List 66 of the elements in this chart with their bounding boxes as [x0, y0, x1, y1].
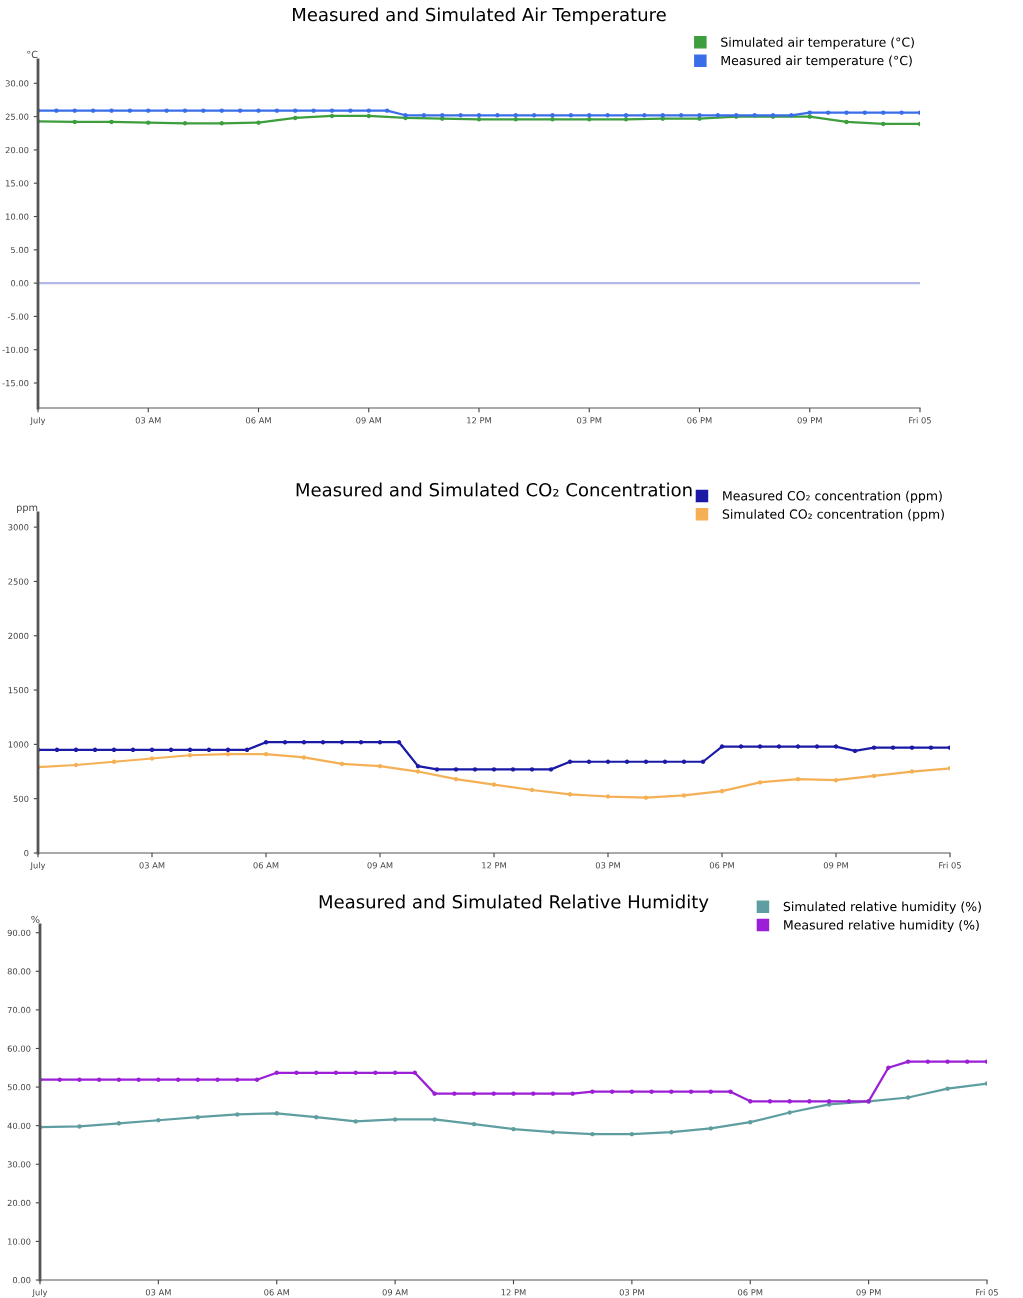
- x-tick-label: July: [32, 1289, 48, 1298]
- x-tick-label: 12 PM: [482, 862, 506, 869]
- legend-label: Simulated CO₂ concentration (ppm): [722, 509, 944, 522]
- x-tick-label: July: [30, 417, 46, 426]
- y-tick-label: 20.00: [7, 1199, 31, 1207]
- y-tick-label: 25.00: [5, 113, 29, 120]
- y-tick-label: 500: [13, 795, 29, 802]
- y-tick-label: 0.00: [12, 1276, 31, 1284]
- x-tick-label: 03 AM: [145, 1289, 171, 1296]
- chart-title: Measured and Simulated Relative Humidity: [319, 894, 709, 913]
- x-tick-label: 09 PM: [797, 417, 822, 424]
- x-tick-label: 03 AM: [135, 417, 161, 424]
- y-tick-label: 10.00: [6, 213, 29, 220]
- x-tick-label: 09 AM: [382, 1289, 408, 1296]
- y-axis-title: %: [31, 915, 40, 924]
- x-tick-label: 03 AM: [139, 862, 165, 869]
- y-tick-label: -15.00: [2, 380, 29, 387]
- y-tick-label: 30.00: [7, 1161, 31, 1168]
- legend-label: Measured relative humidity (%): [784, 919, 979, 933]
- x-tick-label: 09 AM: [356, 417, 382, 424]
- x-tick-label: 06 AM: [264, 1289, 290, 1296]
- y-tick-label: 40.00: [7, 1122, 31, 1129]
- y-tick-label: 2500: [8, 578, 29, 585]
- y-tick-label: 1500: [8, 687, 29, 694]
- y-axis-title: ppm: [17, 505, 38, 513]
- legend-label: Measured air temperature (°C): [721, 55, 912, 68]
- x-tick-label: 06 AM: [245, 417, 271, 424]
- y-tick-label: 50.00: [7, 1084, 31, 1091]
- x-tick-label: 12 PM: [501, 1289, 526, 1296]
- y-tick-label: 5.00: [11, 246, 29, 254]
- legend-label: Simulated air temperature (°C): [721, 37, 914, 50]
- chart-title: Measured and Simulated CO₂ Concentration: [296, 482, 692, 497]
- x-tick-label: 03 PM: [619, 1289, 644, 1296]
- x-tick-label: 09 AM: [367, 862, 393, 869]
- y-tick-label: 60.00: [7, 1045, 31, 1052]
- x-tick-label: 03 PM: [595, 862, 620, 869]
- y-tick-label: -5.00: [7, 313, 29, 320]
- x-tick-label: 09 PM: [856, 1289, 881, 1296]
- y-tick-label: 80.00: [7, 968, 31, 975]
- y-axis-title: °C: [27, 50, 38, 59]
- x-tick-label: 06 PM: [709, 862, 734, 869]
- x-tick-label: 06 AM: [253, 862, 279, 869]
- y-tick-label: 15.00: [6, 180, 29, 187]
- y-tick-label: 2000: [8, 632, 29, 640]
- x-tick-label: July: [30, 862, 46, 871]
- x-tick-label: 09 PM: [823, 862, 848, 869]
- x-tick-label: 03 PM: [577, 417, 602, 424]
- y-tick-label: 3000: [8, 524, 29, 531]
- x-tick-label: 06 PM: [687, 417, 712, 424]
- y-tick-label: 10.00: [8, 1238, 31, 1245]
- y-tick-label: 20.00: [5, 146, 29, 154]
- chart-title: Measured and Simulated Air Temperature: [293, 7, 666, 25]
- y-tick-label: 0: [24, 849, 29, 857]
- y-tick-label: 0.00: [10, 280, 29, 287]
- x-tick-label: Fri 05: [939, 862, 961, 869]
- legend-label: Simulated relative humidity (%): [783, 901, 981, 914]
- x-tick-label: 06 PM: [738, 1289, 763, 1296]
- y-tick-label: -10.00: [2, 346, 29, 354]
- y-tick-label: 90.00: [7, 929, 31, 936]
- x-tick-label: Fri 05: [909, 417, 931, 424]
- legend-label: Measured CO₂ concentration (ppm): [723, 490, 942, 503]
- x-tick-label: 12 PM: [467, 417, 491, 424]
- y-tick-label: 1000: [8, 741, 29, 748]
- y-tick-label: 30.00: [5, 80, 29, 87]
- x-tick-label: Fri 05: [976, 1289, 998, 1296]
- y-tick-label: 70.00: [7, 1006, 31, 1014]
